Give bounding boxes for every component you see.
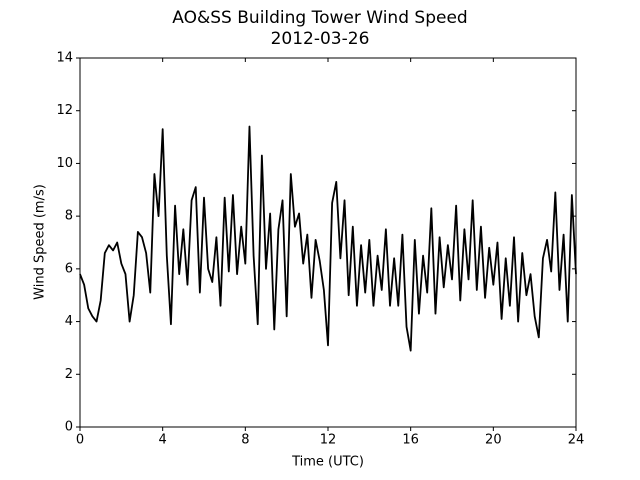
y-tick-label: 10 bbox=[56, 156, 73, 171]
y-tick-label: 2 bbox=[65, 367, 73, 382]
y-tick-label: 4 bbox=[65, 314, 73, 329]
y-tick-label: 0 bbox=[65, 420, 73, 435]
y-tick-label: 6 bbox=[65, 261, 73, 276]
x-tick-label: 12 bbox=[320, 433, 337, 448]
x-tick-label: 24 bbox=[568, 433, 585, 448]
y-tick-label: 14 bbox=[56, 51, 73, 66]
y-tick-label: 12 bbox=[56, 103, 73, 118]
x-tick-label: 0 bbox=[76, 433, 84, 448]
chart-subtitle: 2012-03-26 bbox=[271, 29, 370, 49]
plot-frame bbox=[79, 57, 577, 428]
x-axis-label: Time (UTC) bbox=[291, 455, 364, 470]
x-tick-label: 20 bbox=[485, 433, 502, 448]
y-tick-label: 8 bbox=[65, 209, 73, 224]
chart-title: AO&SS Building Tower Wind Speed bbox=[172, 8, 467, 28]
x-tick-label: 16 bbox=[402, 433, 419, 448]
x-tick-label: 4 bbox=[159, 433, 167, 448]
x-tick-label: 8 bbox=[241, 433, 249, 448]
y-axis-label: Wind Speed (m/s) bbox=[33, 184, 48, 300]
data-line bbox=[79, 125, 577, 352]
